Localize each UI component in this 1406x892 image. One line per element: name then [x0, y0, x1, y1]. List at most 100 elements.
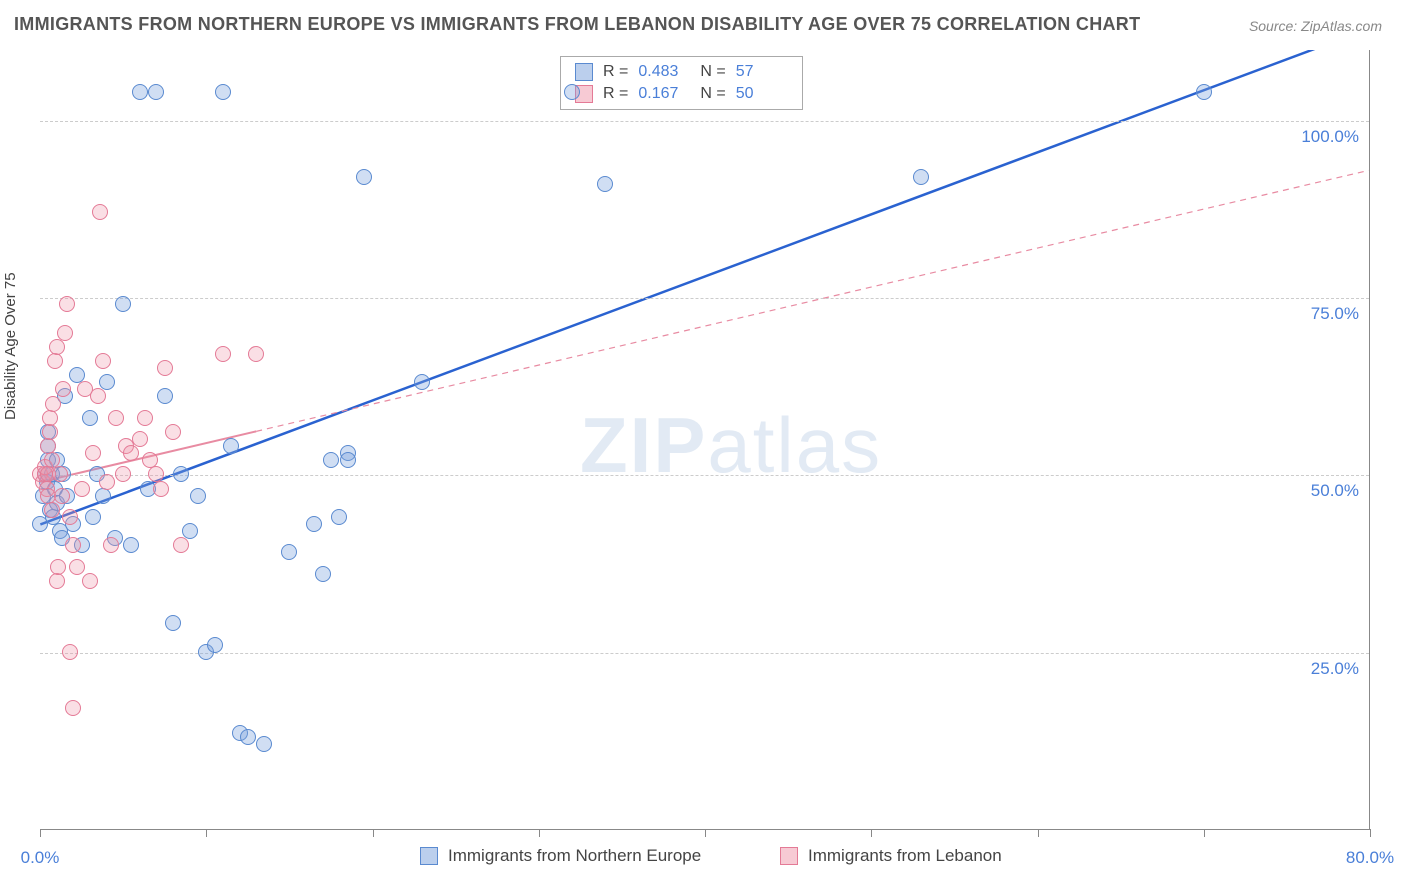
data-point [157, 388, 173, 404]
data-point [248, 346, 264, 362]
trend-lines-svg [40, 50, 1369, 829]
x-tick [1204, 829, 1205, 837]
data-point [92, 204, 108, 220]
y-tick-label: 25.0% [1311, 659, 1359, 679]
data-point [45, 396, 61, 412]
data-point [165, 615, 181, 631]
x-tick [373, 829, 374, 837]
data-point [115, 466, 131, 482]
legend-r-value: 0.483 [638, 63, 690, 81]
data-point [103, 537, 119, 553]
data-point [597, 176, 613, 192]
data-point [123, 537, 139, 553]
legend-r-value: 0.167 [638, 85, 690, 103]
data-point [207, 637, 223, 653]
watermark: ZIPatlas [580, 400, 882, 491]
legend-row: R = 0.167 N = 50 [561, 83, 802, 105]
legend-r-label: R = [603, 63, 628, 81]
data-point [49, 573, 65, 589]
data-point [52, 466, 68, 482]
correlation-legend: R = 0.483 N = 57 R = 0.167 N = 50 [560, 56, 803, 110]
data-point [414, 374, 430, 390]
bottom-legend-item: Immigrants from Lebanon [780, 846, 1002, 866]
data-point [69, 559, 85, 575]
data-point [85, 509, 101, 525]
trend-line-dashed [256, 170, 1368, 431]
data-point [153, 481, 169, 497]
data-point [95, 353, 111, 369]
legend-r-label: R = [603, 85, 628, 103]
data-point [223, 438, 239, 454]
source-prefix: Source: [1249, 18, 1301, 34]
x-tick [871, 829, 872, 837]
data-point [1196, 84, 1212, 100]
legend-series-label: Immigrants from Lebanon [808, 846, 1002, 866]
data-point [44, 502, 60, 518]
data-point [42, 424, 58, 440]
data-point [148, 84, 164, 100]
data-point [564, 84, 580, 100]
data-point [65, 537, 81, 553]
gridline-h [40, 653, 1369, 654]
legend-n-label: N = [700, 85, 725, 103]
data-point [85, 445, 101, 461]
data-point [90, 388, 106, 404]
x-tick-label: 0.0% [21, 848, 60, 868]
data-point [123, 445, 139, 461]
data-point [132, 431, 148, 447]
data-point [95, 488, 111, 504]
data-point [913, 169, 929, 185]
data-point [74, 481, 90, 497]
data-point [157, 360, 173, 376]
data-point [55, 381, 71, 397]
data-point [215, 346, 231, 362]
x-tick-label: 80.0% [1346, 848, 1394, 868]
data-point [62, 509, 78, 525]
data-point [108, 410, 124, 426]
legend-series-label: Immigrants from Northern Europe [448, 846, 701, 866]
y-tick-label: 50.0% [1311, 481, 1359, 501]
data-point [137, 410, 153, 426]
data-point [47, 353, 63, 369]
data-point [50, 559, 66, 575]
data-point [173, 466, 189, 482]
data-point [115, 296, 131, 312]
x-tick [40, 829, 41, 837]
legend-swatch [780, 847, 798, 865]
data-point [182, 523, 198, 539]
data-point [240, 729, 256, 745]
data-point [340, 452, 356, 468]
data-point [42, 410, 58, 426]
gridline-h [40, 121, 1369, 122]
data-point [315, 566, 331, 582]
legend-n-label: N = [700, 63, 725, 81]
data-point [62, 644, 78, 660]
bottom-legend-item: Immigrants from Northern Europe [420, 846, 701, 866]
source-credit: Source: ZipAtlas.com [1249, 18, 1382, 34]
y-tick-label: 75.0% [1311, 304, 1359, 324]
data-point [306, 516, 322, 532]
data-point [54, 488, 70, 504]
data-point [49, 339, 65, 355]
data-point [99, 374, 115, 390]
data-point [82, 410, 98, 426]
data-point [132, 84, 148, 100]
data-point [57, 325, 73, 341]
data-point [323, 452, 339, 468]
chart-title: IMMIGRANTS FROM NORTHERN EUROPE VS IMMIG… [14, 14, 1140, 35]
x-tick [539, 829, 540, 837]
data-point [82, 573, 98, 589]
data-point [281, 544, 297, 560]
data-point [256, 736, 272, 752]
legend-n-value: 57 [736, 63, 788, 81]
x-tick [705, 829, 706, 837]
legend-swatch [420, 847, 438, 865]
legend-row: R = 0.483 N = 57 [561, 61, 802, 83]
legend-swatch [575, 63, 593, 81]
plot-area: ZIPatlas R = 0.483 N = 57 R = 0.167 N = 50 25.0… [40, 50, 1370, 830]
x-tick [206, 829, 207, 837]
legend-n-value: 50 [736, 85, 788, 103]
data-point [331, 509, 347, 525]
data-point [190, 488, 206, 504]
x-tick [1370, 829, 1371, 837]
